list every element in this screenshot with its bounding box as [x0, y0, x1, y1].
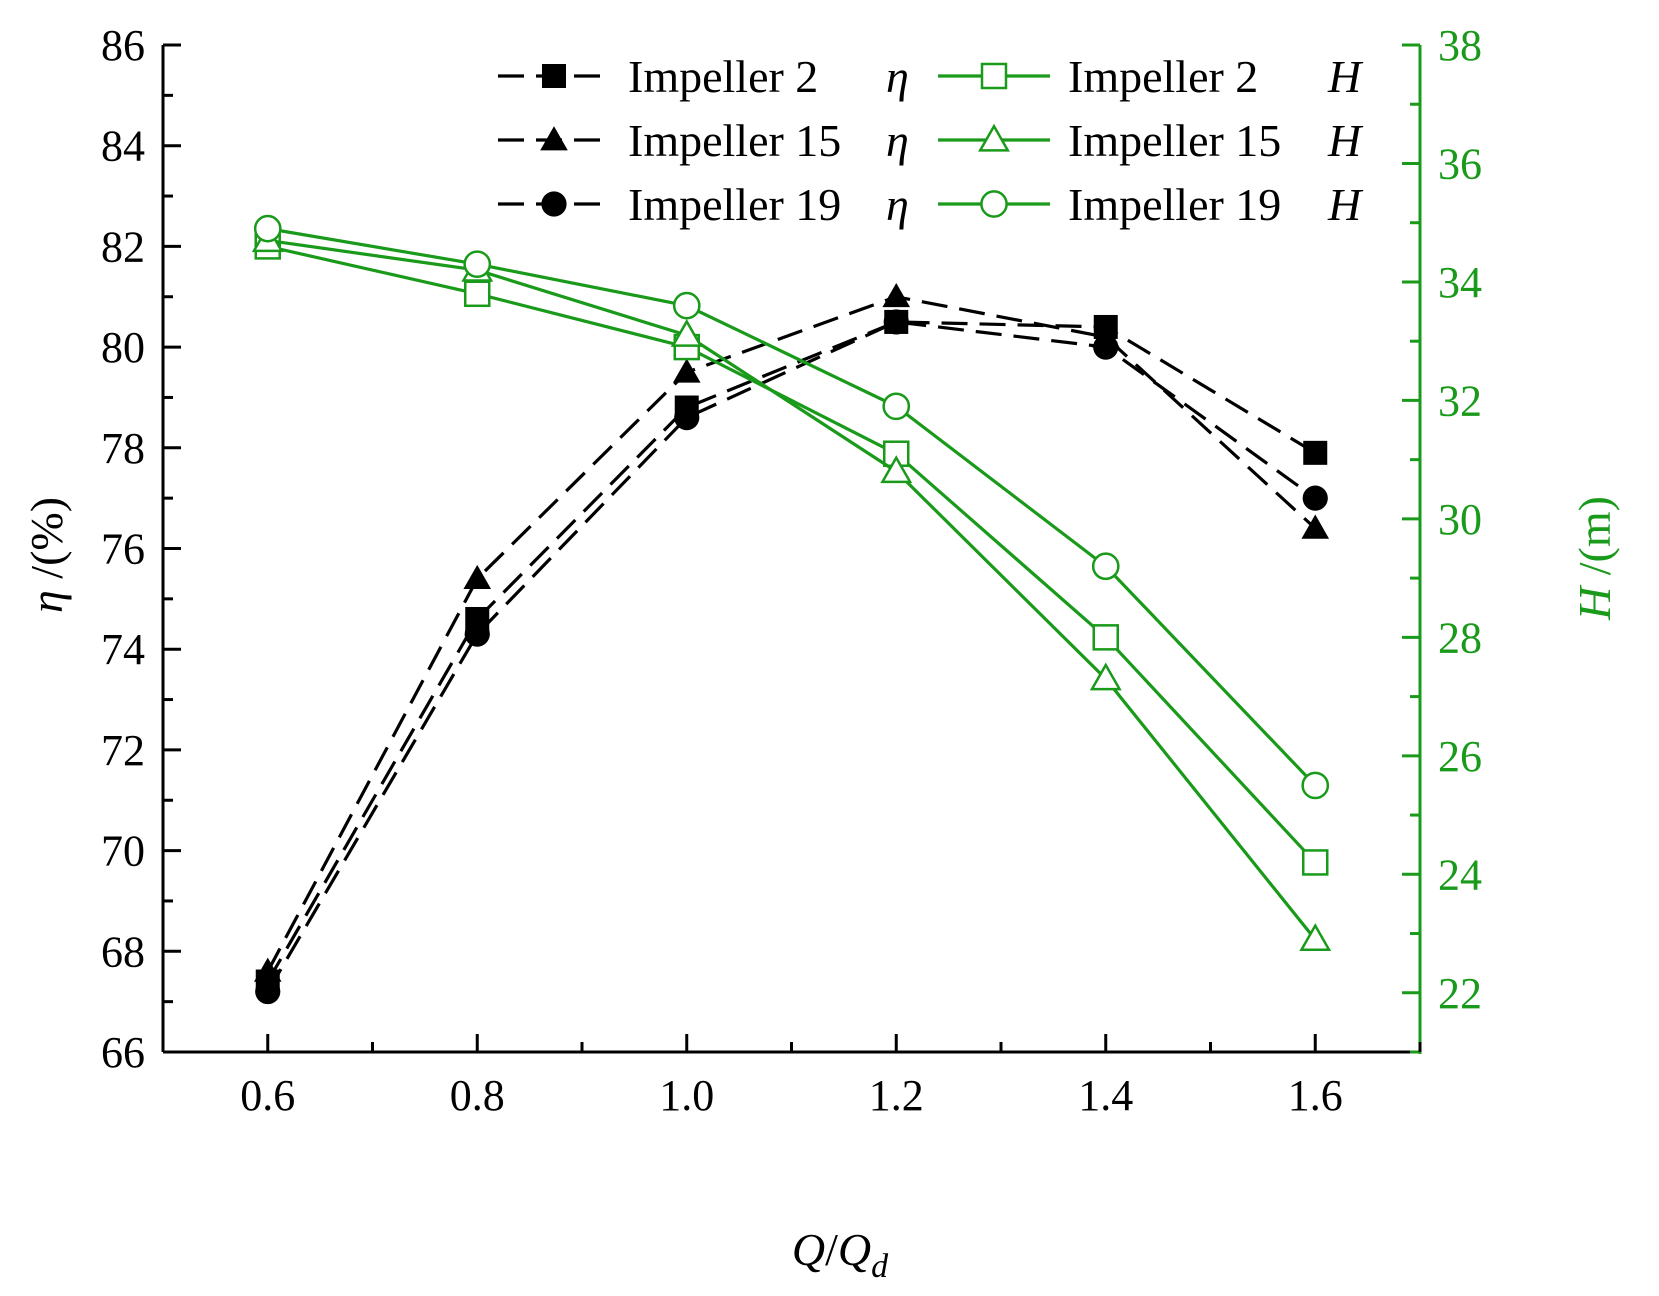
legend-entry-impeller-19-head: Impeller 19 H: [938, 179, 1364, 230]
x-tick-label: 0.8: [450, 1071, 505, 1120]
data-point-impeller-19-eta: [1093, 334, 1119, 360]
legend-marker: [540, 126, 568, 151]
data-point-impeller-15-eta: [1301, 514, 1330, 539]
y-left-tick-label: 76: [101, 525, 145, 574]
legend-label: Impeller 19 η: [628, 179, 909, 230]
data-point-impeller-19-eta: [255, 978, 281, 1005]
y-left-tick-label: 86: [101, 21, 145, 70]
series-line-impeller-2-eta: [266, 320, 1317, 983]
data-point-impeller-15-eta: [253, 957, 282, 982]
y-right-tick-label: 30: [1438, 495, 1482, 544]
data-point-impeller-15-eta: [463, 564, 492, 590]
y-left-tick-label: 74: [101, 625, 145, 674]
legend-entry-impeller-15-eta: Impeller 15 η: [498, 115, 909, 166]
x-tick-label: 0.6: [240, 1071, 295, 1120]
data-point-impeller-15-head: [670, 318, 703, 347]
legend-marker: [542, 64, 566, 88]
data-point-impeller-19-eta: [674, 404, 700, 431]
series-line-impeller-15-eta: [266, 295, 1317, 973]
y-left-tick-label: 82: [101, 222, 145, 271]
y-left-tick-label: 66: [101, 1028, 145, 1077]
series-line-impeller-15-head: [267, 238, 1317, 941]
data-point-impeller-19-head: [1091, 552, 1120, 581]
legend-label: Impeller 15 H: [1068, 115, 1364, 166]
data-point-impeller-2-head: [1092, 624, 1119, 651]
data-point-impeller-15-head: [880, 455, 913, 484]
y-left-tick-label: 78: [101, 424, 145, 473]
y-right-tick-label: 22: [1438, 969, 1482, 1018]
y-left-axis-title: η /(%): [21, 497, 72, 613]
legend: Impeller 2 η Impeller 2 H Impeller 15 η Impell…: [498, 51, 1364, 230]
y-right-tick-label: 36: [1438, 139, 1482, 188]
data-point-impeller-15-eta: [672, 358, 701, 383]
x-tick-label: 1.0: [659, 1071, 714, 1120]
axes-layer: 66 68 70 72 74 76 78 80 82 84 86 22 24 26 28 30 32 34 36 38…: [101, 21, 1482, 1120]
y-left-tick-label: 80: [101, 323, 145, 372]
data-point-impeller-19-head: [1301, 771, 1330, 800]
x-axis-title: Q/Qd: [792, 1224, 889, 1285]
y-left-tick-label: 70: [101, 827, 145, 876]
y-right-tick-label: 26: [1438, 732, 1482, 781]
x-tick-label: 1.6: [1288, 1071, 1343, 1120]
data-point-impeller-19-head: [672, 291, 701, 320]
y-right-tick-label: 28: [1438, 613, 1482, 662]
series-layer: [251, 214, 1332, 1005]
series-line-impeller-2-head: [267, 244, 1317, 864]
data-point-impeller-19-eta: [464, 621, 490, 647]
data-point-impeller-2-eta: [1303, 440, 1328, 465]
x-tick-label: 1.2: [869, 1071, 924, 1120]
data-point-impeller-19-head: [463, 250, 492, 279]
series-impeller-19-head: [253, 214, 1330, 800]
series-impeller-2-eta: [255, 309, 1328, 994]
data-point-impeller-19-head: [253, 214, 282, 243]
x-tick-label: 1.4: [1078, 1071, 1133, 1120]
series-impeller-2-head: [254, 233, 1329, 876]
series-line-impeller-19-eta: [266, 320, 1317, 993]
legend-label: Impeller 15 η: [628, 115, 909, 166]
data-point-impeller-2-head: [1302, 849, 1329, 876]
y-left-tick-label: 84: [101, 122, 145, 171]
legend-marker: [980, 62, 1008, 90]
series-impeller-19-eta: [255, 309, 1328, 1005]
data-point-impeller-19-eta: [1302, 485, 1328, 511]
data-point-impeller-19-head: [882, 392, 911, 421]
data-point-impeller-15-head: [1299, 923, 1332, 952]
y-left-tick-label: 72: [101, 726, 145, 775]
legend-label: Impeller 19 H: [1068, 179, 1364, 230]
data-point-impeller-19-eta: [883, 309, 909, 335]
legend-marker: [978, 123, 1010, 152]
series-line-impeller-19-head: [267, 227, 1317, 787]
legend-marker: [541, 191, 567, 217]
data-point-impeller-15-eta: [882, 282, 911, 308]
y-right-tick-label: 38: [1438, 21, 1482, 70]
data-point-impeller-15-head: [1089, 662, 1122, 691]
data-point-impeller-2-head: [464, 280, 491, 308]
y-right-axis-title: H /(m): [1569, 496, 1620, 621]
legend-marker: [980, 190, 1008, 218]
y-left-tick-label: 68: [101, 927, 145, 976]
legend-entry-impeller-15-head: Impeller 15 H: [938, 115, 1364, 166]
y-right-tick-label: 24: [1438, 850, 1482, 899]
y-right-tick-label: 34: [1438, 258, 1482, 307]
legend-entry-impeller-19-eta: Impeller 19 η: [498, 179, 909, 230]
y-right-tick-label: 32: [1438, 376, 1482, 425]
